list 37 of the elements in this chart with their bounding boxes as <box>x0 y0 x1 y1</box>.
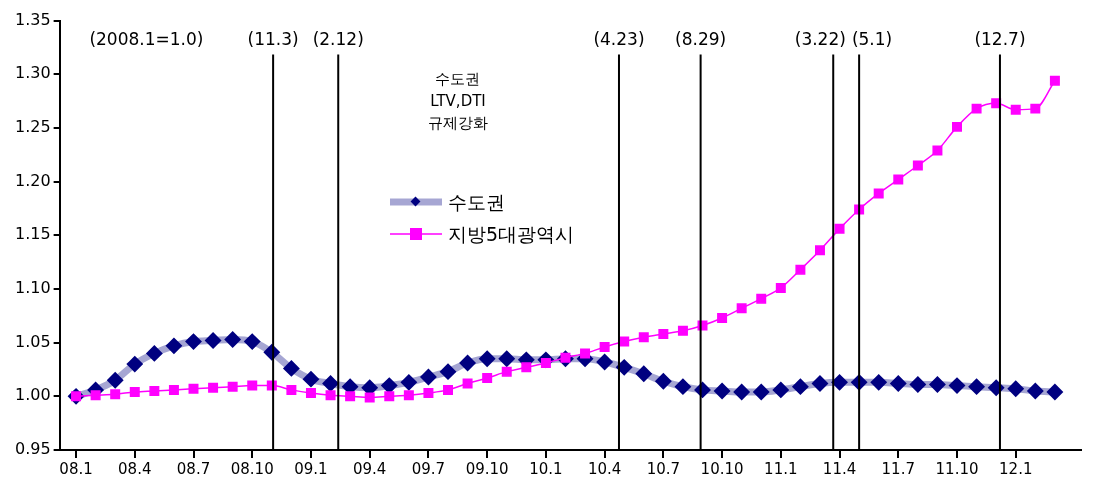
x-tick-label: 08.7 <box>176 459 211 478</box>
x-tick-label: 08.4 <box>118 459 152 478</box>
x-tick-label: 08.10 <box>230 459 274 478</box>
ref-line-label: (2.12) <box>312 29 364 50</box>
y-tick-label: 1.15 <box>15 224 51 244</box>
annotation: (2008.1=1.0) <box>89 29 204 50</box>
x-tick-label: 11.7 <box>881 459 915 478</box>
x-tick-label: 09.7 <box>411 459 446 478</box>
x-tick-label: 11.4 <box>822 459 857 478</box>
x-tick-label: 10.1 <box>529 459 563 478</box>
ref-line-label: (3.22) <box>794 29 846 50</box>
y-tick-label: 0.95 <box>15 439 51 459</box>
x-tick-label: 11.10 <box>935 459 979 478</box>
y-tick-label: 1.20 <box>15 170 51 190</box>
x-tick-label: 10.4 <box>587 459 622 478</box>
ref-line-label: (8.29) <box>675 29 727 50</box>
y-tick-label: 1.35 <box>15 9 51 29</box>
annotation: 수도권 LTV,DTI 규제강화 <box>427 70 488 133</box>
x-tick-label: 10.10 <box>700 459 744 478</box>
ref-line-label: (4.23) <box>593 29 645 50</box>
x-tick-label: 08.1 <box>59 459 93 478</box>
x-tick-label: 09.4 <box>353 459 387 478</box>
x-tick-label: 11.1 <box>764 459 798 478</box>
x-tick-label: 09.1 <box>294 459 328 478</box>
y-tick-label: 1.25 <box>15 117 51 137</box>
y-tick-label: 1.10 <box>15 278 51 298</box>
ref-line-label: (5.1) <box>851 29 893 50</box>
x-tick-label: 10.7 <box>646 459 681 478</box>
y-tick-label: 1.00 <box>15 385 51 405</box>
ref-line-label: (12.7) <box>974 29 1026 50</box>
y-tick-label: 1.05 <box>15 331 51 351</box>
x-tick-label: 12.1 <box>999 459 1033 478</box>
y-tick-label: 1.30 <box>15 63 51 83</box>
x-tick-label: 09.10 <box>465 459 509 478</box>
legend-label: 지방5대광역시 <box>448 222 575 247</box>
ref-line-label: (11.3) <box>247 29 299 50</box>
legend-label: 수도권 <box>448 190 505 215</box>
